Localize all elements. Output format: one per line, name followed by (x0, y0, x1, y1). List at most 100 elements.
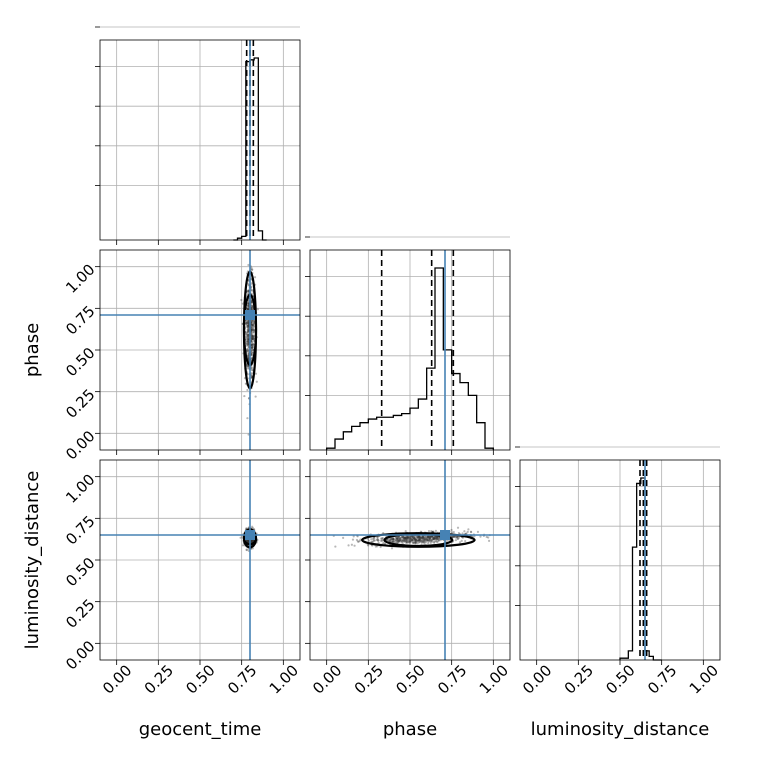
sample-point (250, 540, 253, 543)
sample-point (245, 321, 249, 324)
sample-point (406, 536, 409, 540)
sample-point (427, 529, 431, 533)
sample-point (372, 537, 375, 540)
truth-marker (245, 310, 255, 320)
sample-point (424, 538, 427, 541)
sample-point (250, 306, 253, 310)
sample-point (411, 537, 414, 540)
sample-point (415, 538, 418, 541)
sample-point (379, 539, 383, 542)
sample-point (410, 538, 413, 541)
sample-point (247, 354, 250, 358)
sample-point (402, 536, 406, 539)
sample-point (245, 341, 248, 344)
sample-point (433, 540, 436, 543)
sample-point (246, 304, 249, 307)
sample-point (432, 530, 435, 533)
sample-point (246, 539, 250, 543)
sample-point (247, 334, 250, 337)
sample-point (367, 539, 370, 542)
sample-point (429, 540, 432, 543)
sample-point (418, 536, 421, 539)
sample-point (419, 538, 422, 541)
sample-point (434, 536, 437, 539)
sample-point (418, 538, 421, 541)
sample-point (351, 538, 355, 541)
sample-point (376, 538, 379, 541)
sample-point (421, 535, 425, 538)
x-tick-label: 0.50 (182, 661, 218, 697)
sample-point (396, 539, 399, 542)
sample-point (458, 541, 462, 544)
sample-point (414, 535, 417, 538)
sample-point (251, 333, 254, 336)
sample-point (251, 323, 254, 327)
sample-point (422, 536, 425, 539)
sample-point (251, 331, 255, 334)
sample-point (248, 244, 250, 246)
sample-point (247, 346, 250, 349)
sample-point (479, 535, 482, 538)
sample-point (424, 541, 427, 544)
sample-point (394, 539, 397, 542)
sample-point (417, 541, 421, 544)
sample-point (377, 541, 380, 545)
x-tick-label: 0.00 (99, 661, 135, 697)
sample-point (419, 536, 422, 540)
sample-point (417, 536, 420, 539)
sample-point (402, 539, 405, 542)
sample-point (250, 375, 253, 378)
sample-point (435, 538, 438, 541)
y-tick-label: 0.75 (62, 302, 98, 338)
sample-point (246, 324, 249, 327)
sample-point (252, 322, 255, 325)
sample-point (404, 530, 407, 533)
sample-point (250, 322, 253, 325)
sample-point (250, 337, 253, 340)
sample-point (396, 538, 399, 541)
sample-point (241, 544, 245, 547)
sample-point (401, 540, 404, 543)
sample-point (423, 540, 426, 543)
sample-point (357, 540, 360, 543)
sample-point (246, 308, 250, 311)
sample-point (247, 334, 250, 337)
sample-point (406, 538, 409, 541)
sample-point (406, 541, 409, 544)
sample-point (251, 307, 254, 310)
sample-point (413, 538, 416, 541)
sample-point (247, 324, 250, 327)
sample-point (429, 535, 432, 539)
sample-point (247, 307, 250, 311)
sample-point (423, 538, 426, 541)
sample-point (437, 539, 440, 542)
sample-point (415, 541, 418, 544)
sample-point (390, 547, 394, 550)
sample-point (251, 336, 254, 339)
sample-point (380, 539, 384, 543)
sample-point (252, 328, 255, 332)
sample-point (418, 535, 421, 539)
sample-point (429, 536, 432, 539)
sample-point (421, 535, 424, 539)
sample-point (247, 540, 250, 544)
sample-point (381, 538, 384, 541)
sample-point (250, 540, 253, 543)
sample-point (246, 540, 250, 543)
sample-point (437, 538, 440, 541)
sample-point (251, 539, 254, 542)
sample-point (398, 538, 401, 541)
sample-point (430, 535, 433, 538)
sample-point (250, 343, 253, 346)
sample-point (251, 324, 255, 328)
sample-point (451, 531, 454, 534)
sample-point (426, 535, 430, 539)
panel-hist-luminosity: 0.00 0.25 0.50 0.75 1.00 (515, 446, 722, 698)
sample-point (416, 540, 419, 543)
sample-point (250, 349, 254, 352)
sample-point (246, 308, 249, 311)
sample-point (251, 372, 254, 375)
sample-point (432, 536, 435, 540)
sample-point (245, 548, 248, 552)
sample-point (381, 537, 385, 540)
